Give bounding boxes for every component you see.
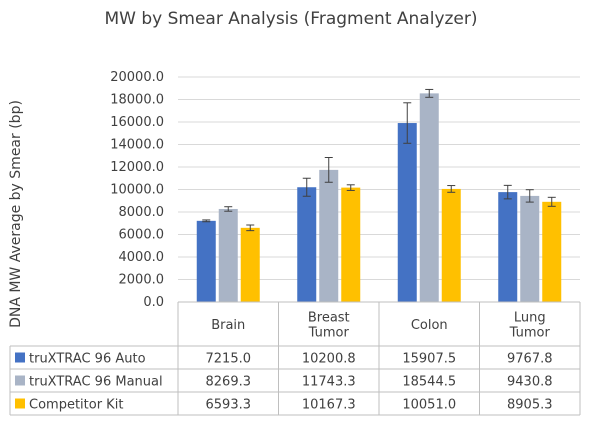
bar: [196, 220, 216, 302]
bar: [319, 169, 339, 302]
data-label: 10051.0: [402, 398, 456, 413]
bar: [419, 93, 439, 302]
y-axis-ticks: 0.0 2000.0 4000.0 6000.0 8000.0 10000.0 12000.…: [110, 70, 164, 310]
y-tick-label: 16000.0: [110, 115, 164, 130]
bar: [341, 187, 361, 302]
legend-label: truXTRAC 96 Auto: [29, 352, 146, 367]
data-label: 18544.5: [402, 375, 456, 390]
legend-key: [15, 375, 25, 386]
y-tick-label: 2000.0: [119, 273, 165, 288]
error-bars: [202, 88, 556, 232]
bar: [542, 201, 562, 302]
legend-label: truXTRAC 96 Manual: [29, 375, 163, 390]
data-label: 10167.3: [302, 398, 356, 413]
data-label: 8269.3: [206, 375, 252, 390]
data-label: 9767.8: [507, 352, 553, 367]
bar: [297, 187, 317, 302]
data-label: 10200.8: [302, 352, 356, 367]
data-label: 6593.3: [206, 398, 252, 413]
y-tick-label: 14000.0: [110, 138, 164, 153]
y-tick-label: 4000.0: [119, 250, 165, 265]
y-tick-label: 12000.0: [110, 160, 164, 175]
y-tick-label: 18000.0: [110, 93, 164, 108]
y-tick-label: 10000.0: [110, 183, 164, 198]
legend-key: [15, 398, 25, 409]
y-tick-label: 6000.0: [119, 228, 165, 243]
legend-key: [15, 352, 25, 363]
bar: [498, 192, 518, 302]
bar: [520, 195, 540, 302]
data-label: 7215.0: [206, 352, 252, 367]
y-axis-label: DNA MW Average by Smear (bp): [8, 100, 24, 328]
bar: [441, 188, 461, 302]
data-label: 8905.3: [507, 398, 553, 413]
chart-title: MW by Smear Analysis (Fragment Analyzer): [104, 9, 477, 29]
category-label: Tumor: [308, 326, 350, 341]
bar: [397, 123, 417, 303]
y-tick-label: 0.0: [143, 295, 164, 310]
legend-label: Competitor Kit: [29, 398, 123, 413]
y-tick-label: 8000.0: [119, 205, 165, 220]
category-label: Lung: [514, 311, 546, 326]
gridlines: [178, 76, 580, 280]
data-label: 11743.3: [302, 375, 356, 390]
y-tick-label: 20000.0: [110, 70, 164, 85]
category-label: Breast: [308, 311, 350, 326]
category-label: Tumor: [509, 326, 551, 341]
category-label: Brain: [211, 318, 245, 333]
data-label: 9430.8: [507, 375, 553, 390]
bar: [240, 227, 260, 302]
bar: [218, 208, 238, 302]
data-label: 15907.5: [402, 352, 456, 367]
category-label: Colon: [411, 318, 448, 333]
bars: [196, 93, 562, 303]
